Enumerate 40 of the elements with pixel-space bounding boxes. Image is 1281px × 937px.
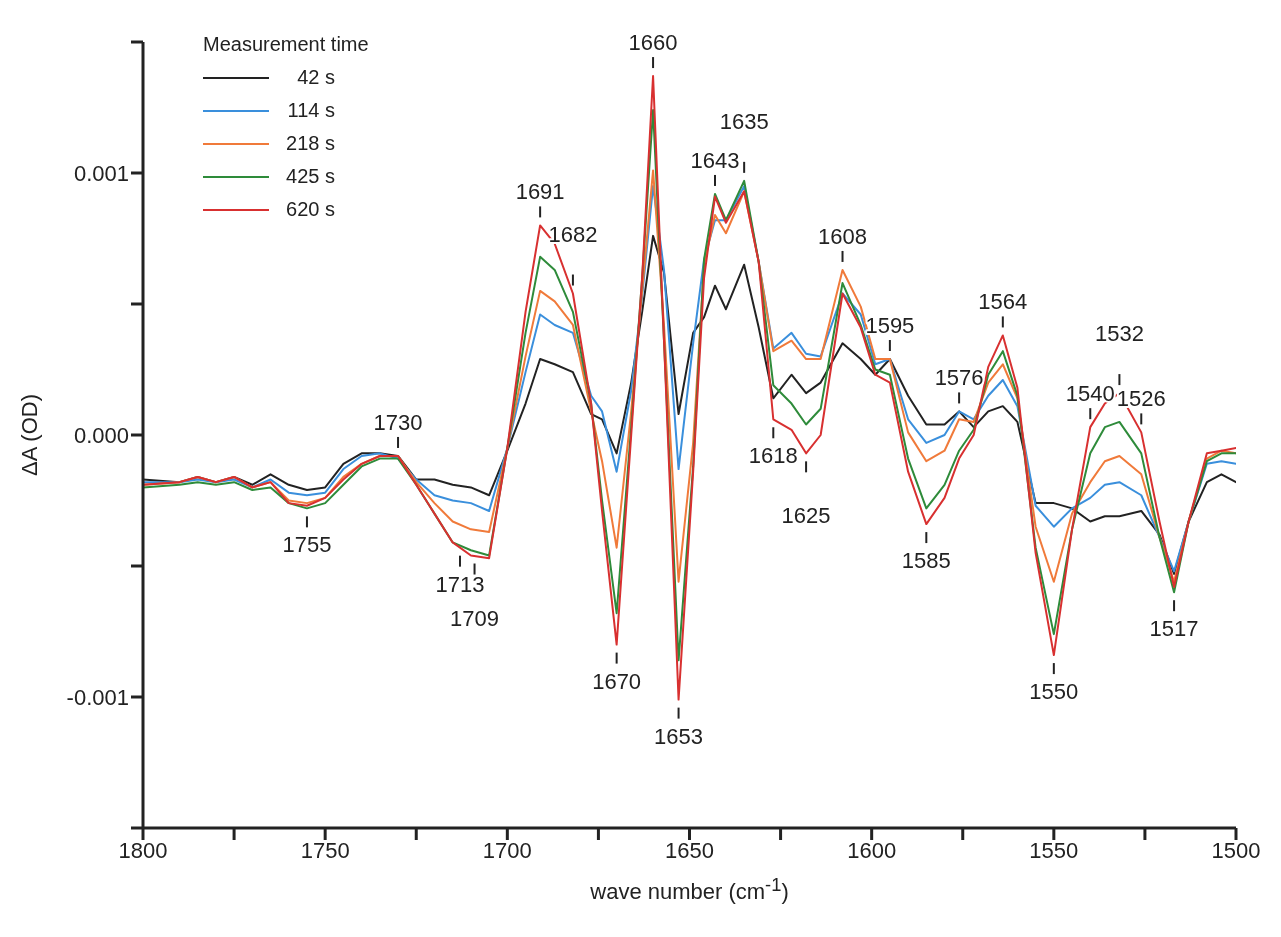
annotation: 1576 <box>934 365 984 391</box>
legend-label: 620 s <box>285 197 335 222</box>
annotation: 1595 <box>865 313 915 339</box>
annotation: 1540 <box>1065 381 1115 407</box>
y-axis-title: ΔA (OD) <box>17 394 43 476</box>
annotation: 1682 <box>548 221 598 247</box>
annotation: 1618 <box>748 443 798 469</box>
legend-label: 218 s <box>285 131 335 156</box>
annotation: 1608 <box>818 223 867 249</box>
x-tick-label: 1750 <box>300 837 350 863</box>
annotation: 1532 <box>1094 321 1144 347</box>
annotation: 1709 <box>450 605 500 631</box>
annotation: 1550 <box>1029 679 1079 705</box>
annotation: 1660 <box>628 30 678 56</box>
x-tick-label: 1700 <box>482 837 532 863</box>
annotation: 1755 <box>282 532 332 558</box>
annotation: 1517 <box>1149 616 1199 642</box>
legend-label: 114 s <box>286 98 335 123</box>
y-tick-label: 0.001 <box>73 160 129 186</box>
annotation: 1585 <box>901 548 951 574</box>
annotation: 1625 <box>781 503 831 529</box>
annotation: 1643 <box>690 147 740 173</box>
annotation: 1653 <box>654 723 704 749</box>
x-tick-label: 1650 <box>665 837 714 863</box>
annotation: 1564 <box>978 289 1028 315</box>
annotation: 1635 <box>719 108 769 134</box>
annotation: 1713 <box>435 571 485 597</box>
annotation: 1670 <box>592 668 642 694</box>
legend-label: 425 s <box>285 164 335 189</box>
y-tick-label: 0.000 <box>73 422 129 448</box>
x-tick-label: 1600 <box>847 837 897 863</box>
annotation: 1691 <box>515 179 565 205</box>
x-tick-label: 1500 <box>1211 837 1261 863</box>
legend-title: Measurement time <box>203 32 369 57</box>
legend-label: 42 s <box>296 65 335 90</box>
x-tick-label: 1800 <box>118 837 168 863</box>
x-tick-label: 1550 <box>1029 837 1079 863</box>
y-tick-label: -0.001 <box>66 684 129 710</box>
x-axis-title: wave number (cm$^{-1}$) <box>589 874 790 906</box>
annotation: 1730 <box>373 409 423 435</box>
